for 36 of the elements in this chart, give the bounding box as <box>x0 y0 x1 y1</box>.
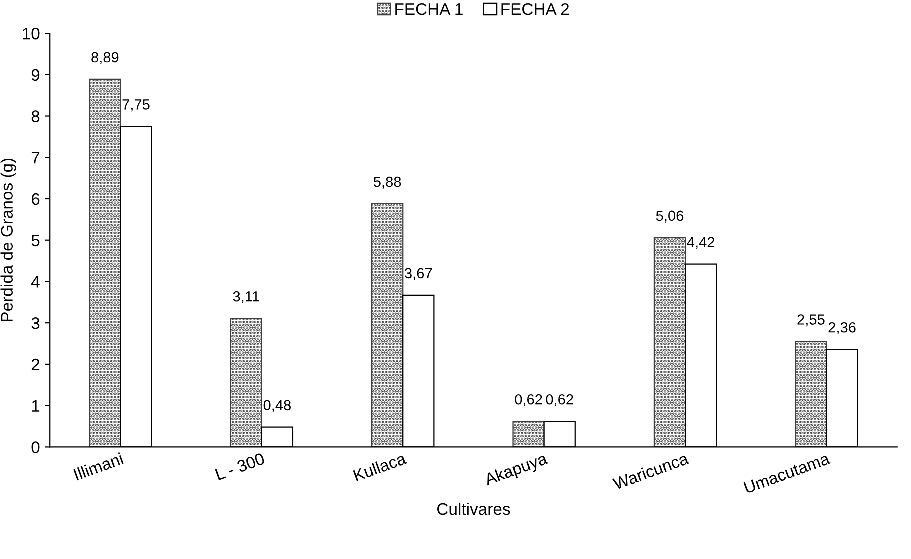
y-tick-label: 9 <box>32 69 40 82</box>
y-tick-label: 3 <box>32 318 40 330</box>
data-label: 5,88 <box>374 176 402 189</box>
y-tick-label: 4 <box>31 276 40 288</box>
data-label: 5,06 <box>656 210 684 223</box>
y-tick-label: 0 <box>32 442 40 454</box>
legend-label: FECHA 2 <box>502 3 570 16</box>
bar <box>512 421 545 448</box>
data-label: 3,11 <box>233 291 260 304</box>
data-label: 0,48 <box>264 400 292 412</box>
data-label: 2,55 <box>798 314 825 327</box>
y-tick-label: 5 <box>32 234 40 247</box>
data-label: 3,67 <box>405 268 432 280</box>
data-label: 0,62 <box>546 394 574 407</box>
bar <box>89 78 122 448</box>
bar <box>230 318 262 448</box>
x-tick-label: Illimani <box>73 452 124 481</box>
data-label: 8,89 <box>92 52 119 64</box>
y-tick-label: 7 <box>32 152 40 164</box>
bar <box>795 341 828 448</box>
y-tick-label: 1 <box>32 400 40 412</box>
data-label: 7,75 <box>122 100 150 112</box>
data-label: 4,42 <box>687 237 715 250</box>
bar <box>371 203 404 448</box>
y-tick-label: 6 <box>32 193 40 206</box>
y-tick-label: 10 <box>23 28 40 40</box>
x-tick-label: Kullaca <box>353 452 408 482</box>
legend-label: FECHA 1 <box>396 3 463 16</box>
y-tick-label: 2 <box>32 358 40 371</box>
x-axis-title: Cultivares <box>438 502 510 516</box>
x-tick-label: L - 300 <box>215 452 266 481</box>
y-axis-title: Perdida de Granos (g) <box>0 158 16 322</box>
y-tick-label: 8 <box>32 110 40 122</box>
data-label: 0,62 <box>515 394 542 407</box>
bar <box>654 237 686 448</box>
data-label: 2,36 <box>828 322 856 335</box>
